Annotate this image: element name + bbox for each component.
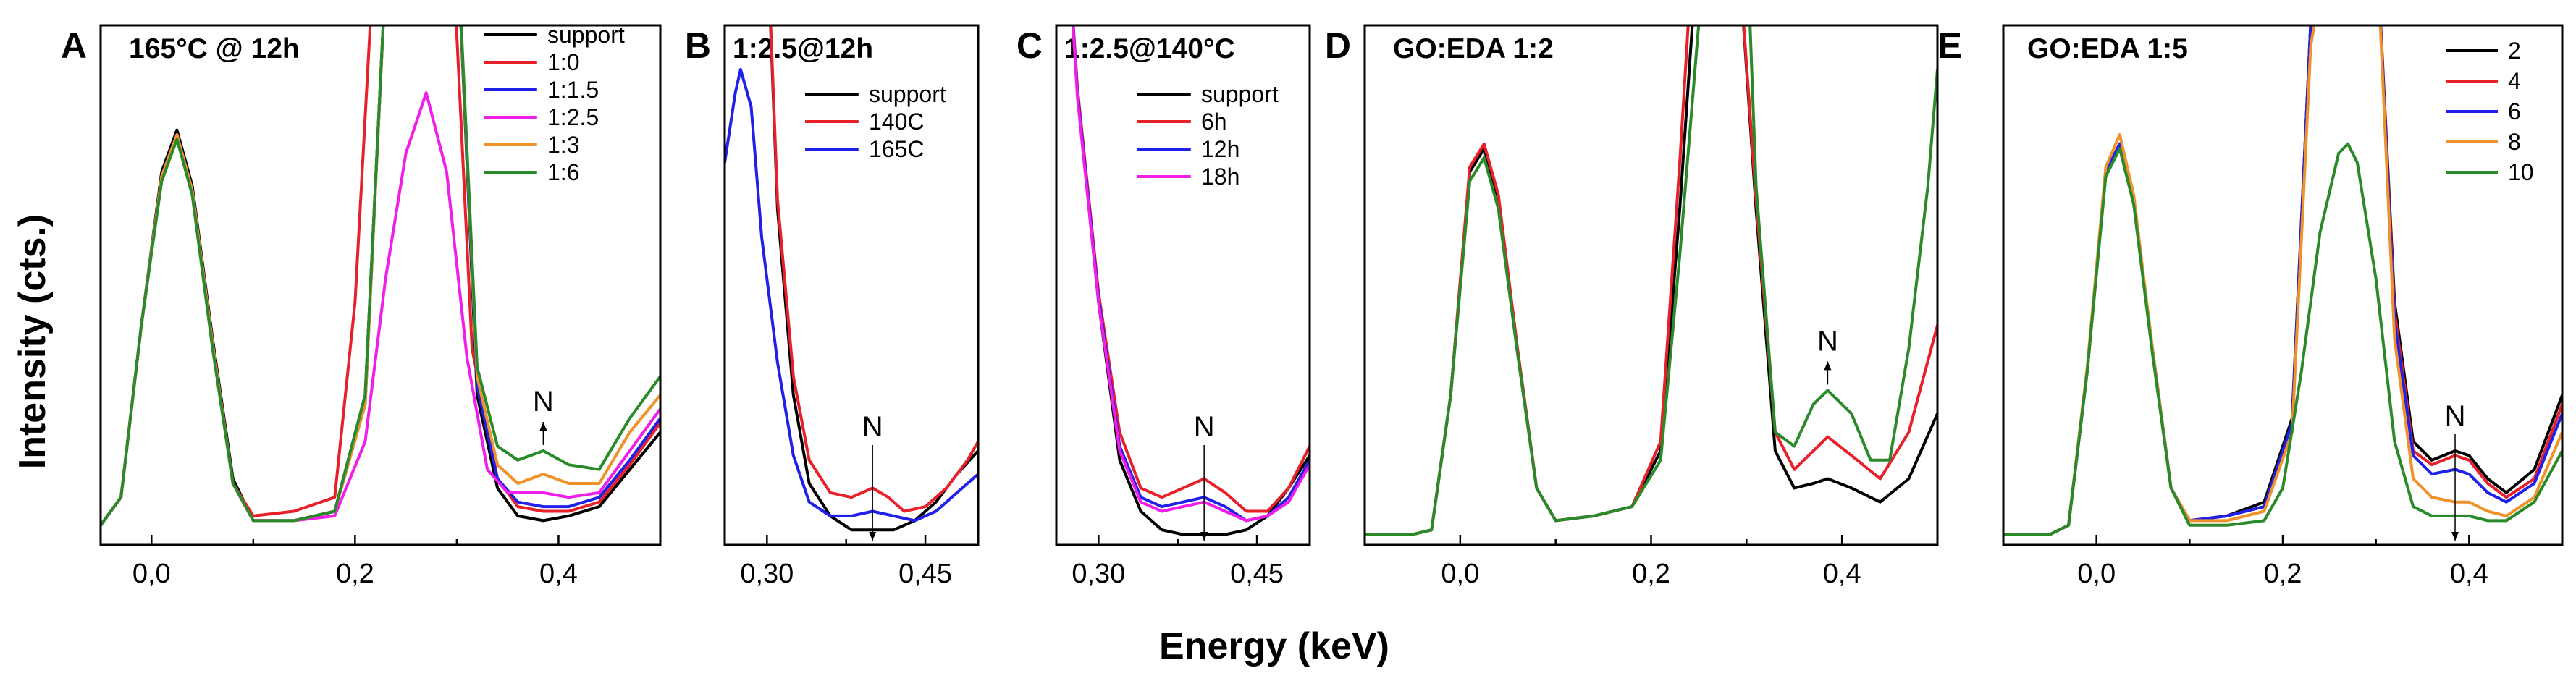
legend-label-e-3: 8 [2508,129,2521,155]
legend-label-c-0: support [1201,81,1279,107]
series-group-a [101,25,660,527]
x-tick-label-a-2: 0,4 [539,559,578,589]
legend-label-a-4: 1:3 [547,132,579,158]
series-group-e [2003,25,2562,536]
plot-e: 0,0 0,2 0,4 N 2 4 6 8 10 [2002,24,2564,589]
legend-label-c-3: 18h [1201,164,1239,190]
series-line-b-0 [769,25,978,532]
legend-label-c-1: 6h [1201,109,1227,135]
n-annotation-a: N [533,386,554,418]
series-line-c-2 [1072,25,1310,523]
panel-letter-a: A [61,25,87,66]
legend-label-e-1: 4 [2508,68,2521,94]
n-annotation-c: N [1194,411,1215,443]
x-tick-label-d-1: 0,2 [1632,559,1670,589]
series-line-a-5 [101,25,660,527]
x-tick-label-d-0: 0,0 [1441,559,1479,589]
series-group-c [1071,25,1310,536]
x-tick-label-c-0: 0,30 [1072,559,1125,589]
n-annotation-e: N [2445,400,2466,432]
legend-label-a-5: 1:6 [547,159,579,185]
plot-frame-b [723,24,980,546]
legend-label-c-2: 12h [1201,136,1239,162]
n-arrow-head-b [869,532,877,541]
series-line-c-1 [1072,25,1310,513]
series-line-a-4 [101,25,660,527]
x-tick-label-e-0: 0,0 [2077,559,2116,589]
legend-label-e-0: 2 [2508,38,2521,64]
n-arrow-head-d [1824,361,1832,371]
x-tick-label-a-0: 0,0 [132,559,171,589]
plot-frame-c [1055,24,1311,546]
series-line-c-3 [1071,25,1310,523]
panel-title-c: 1:2.5@140°C [1064,33,1235,64]
legend-label-b-0: support [869,81,946,107]
n-arrow-head-c [1200,532,1208,541]
panel-title-d: GO:EDA 1:2 [1393,33,1554,64]
series-line-c-0 [1072,25,1310,536]
series-line-d-2 [1365,25,1937,536]
panel-e: E GO:EDA 1:5 [1938,25,2188,66]
plot-d: 0,0 0,2 0,4 N [1363,24,1939,589]
panel-d: D GO:EDA 1:2 [1325,25,1554,66]
x-tick-label-d-2: 0,4 [1823,559,1861,589]
panel-letter-d: D [1325,25,1351,66]
n-annotation-d: N [1817,325,1838,357]
series-line-d-1 [1365,25,1937,536]
x-tick-label-b-1: 0,45 [898,559,952,589]
legend-label-b-1: 140C [869,109,925,135]
panel-title-a: 165°C @ 12h [129,33,300,64]
x-tick-label-b-0: 0,30 [740,559,794,589]
legend-label-e-4: 10 [2508,159,2534,185]
legend-label-b-2: 165C [869,136,925,162]
x-tick-label-c-1: 0,45 [1230,559,1284,589]
panel-c: C 1:2.5@140°C [1016,25,1235,66]
legend-label-e-2: 6 [2508,98,2521,124]
legend-label-a-0: support [547,22,625,48]
series-line-e-4 [2003,142,2562,536]
panel-title-e: GO:EDA 1:5 [2027,33,2188,64]
x-tick-label-e-2: 0,4 [2450,559,2488,589]
legend-label-a-1: 1:0 [547,49,579,75]
y-axis-title: Intensity (cts.) [12,214,54,470]
x-tick-label-a-1: 0,2 [336,559,374,589]
legend-label-a-2: 1:1.5 [547,77,599,103]
panel-b: B 1:2.5@12h [685,25,873,66]
x-tick-label-e-1: 0,2 [2264,559,2302,589]
panel-letter-b: B [685,25,711,66]
panel-letter-e: E [1938,25,1962,66]
n-arrow-head-a [539,421,547,431]
series-line-b-2 [725,68,978,523]
plot-frame-a [99,24,662,546]
panel-title-b: 1:2.5@12h [733,33,873,64]
series-group-d [1365,25,1937,536]
n-annotation-b: N [862,411,883,443]
legend-label-a-3: 1:2.5 [547,104,599,130]
x-axis-title: Energy (keV) [1159,625,1389,667]
panel-a: A 165°C @ 12h [61,25,300,66]
n-arrow-head-e [2451,532,2459,541]
series-group-b [725,25,978,532]
panel-letter-c: C [1016,25,1043,66]
